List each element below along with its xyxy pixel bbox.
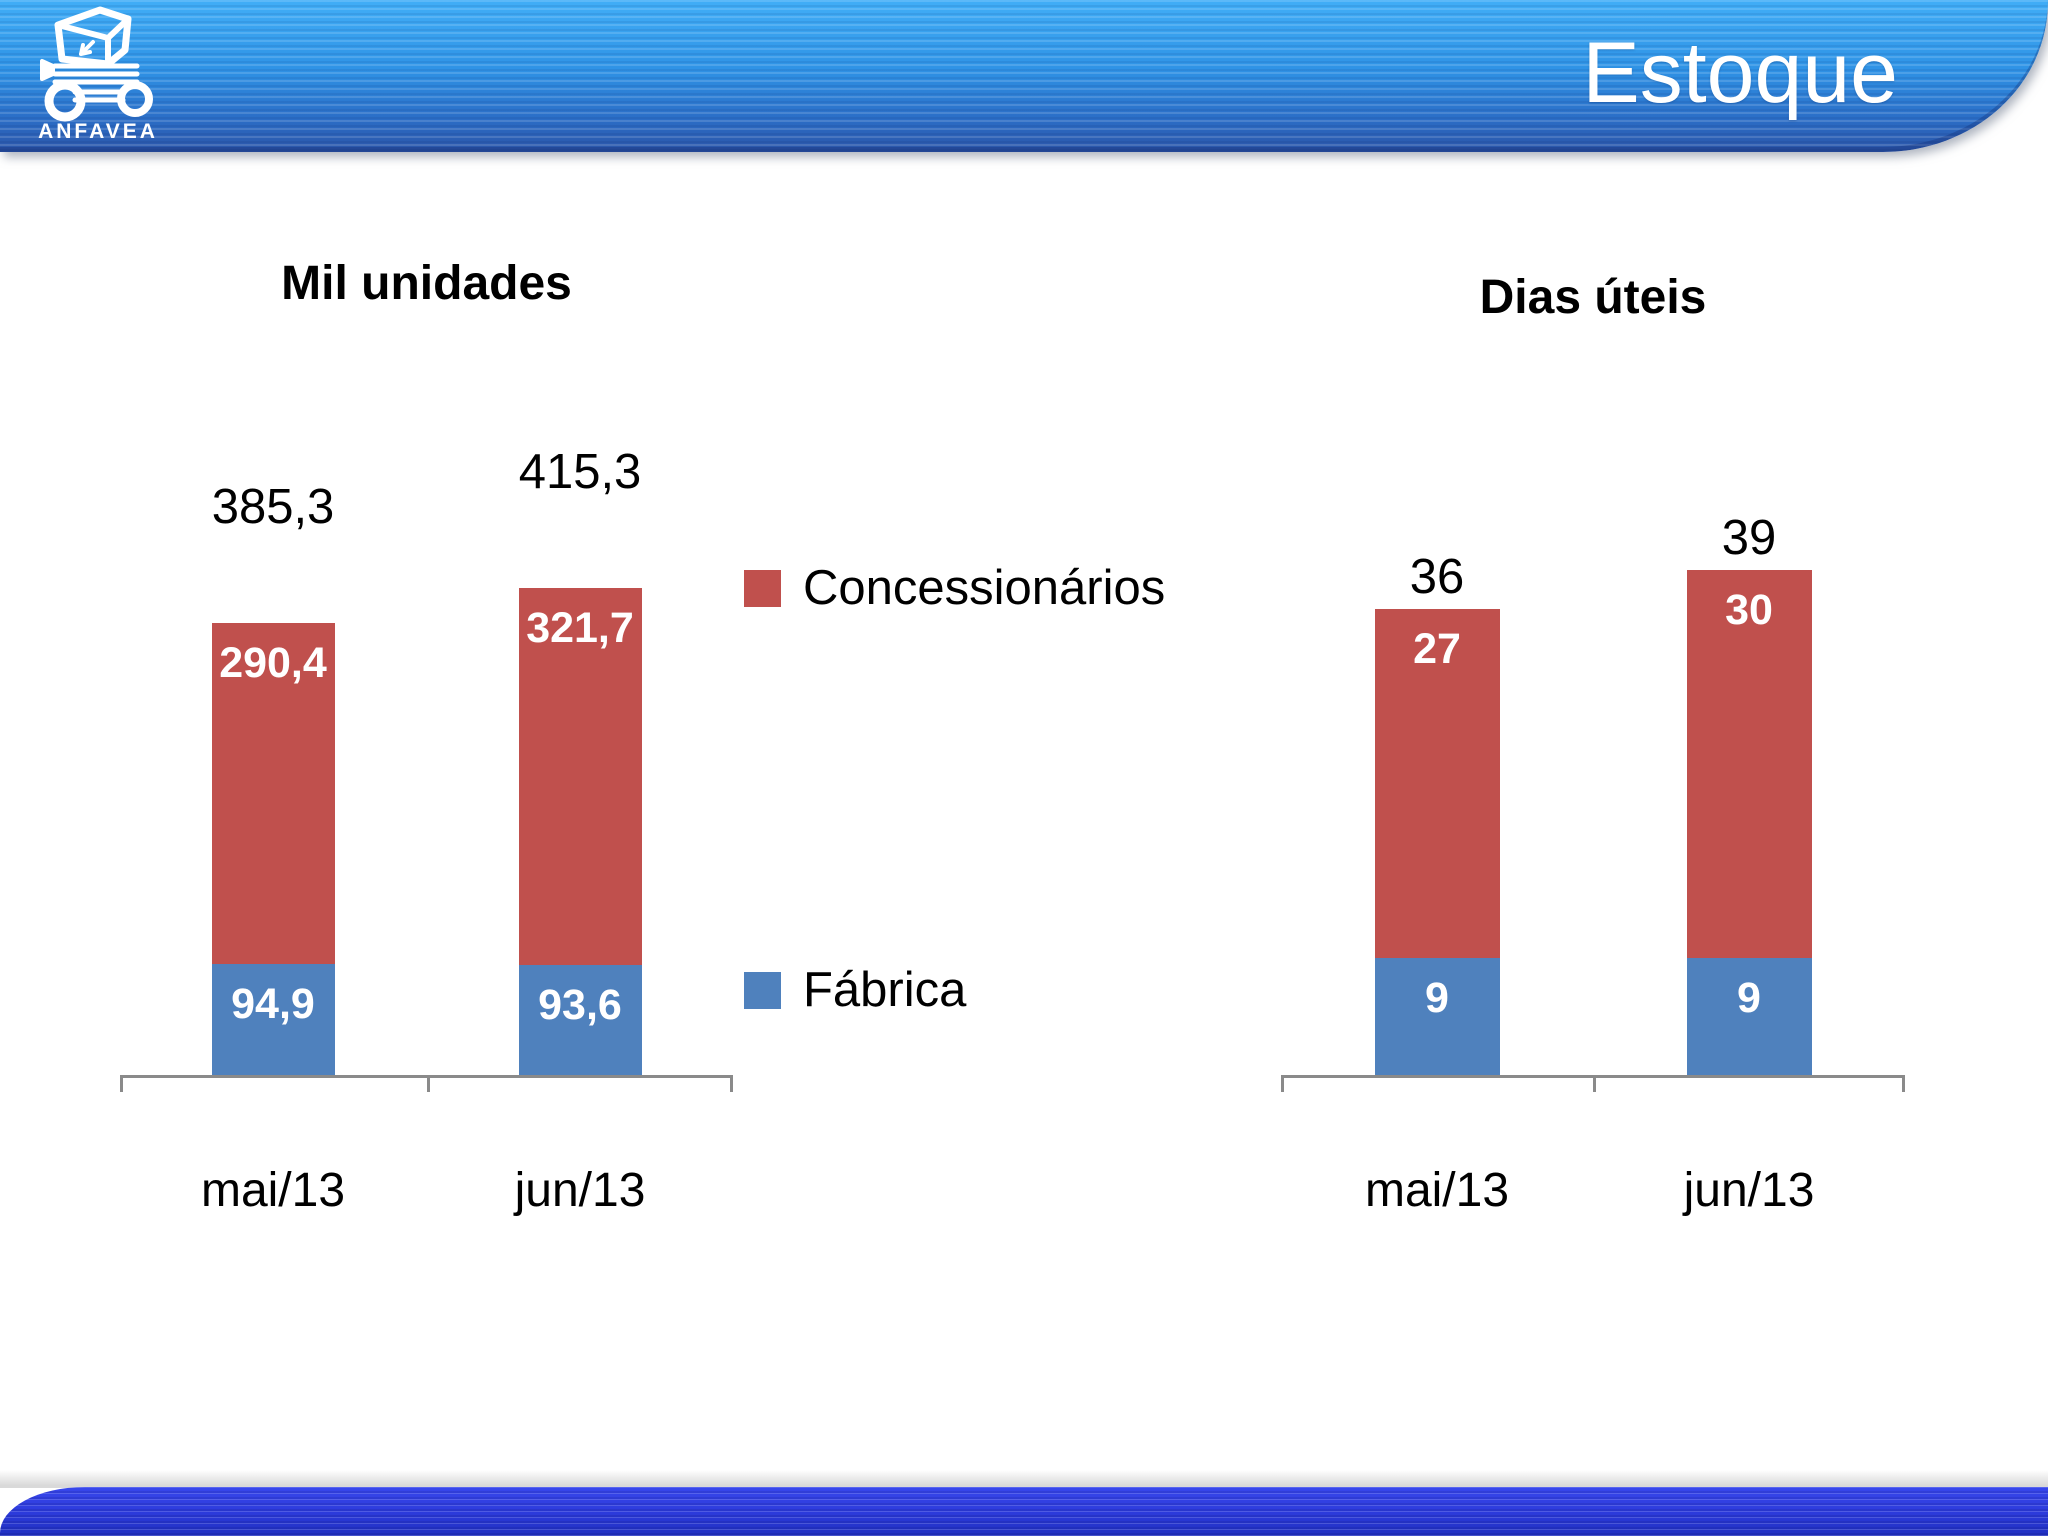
x-axis-category-label: jun/13 (514, 1164, 646, 1217)
legend-item-fabrica: Fábrica (744, 962, 966, 1018)
footer-bar (0, 1487, 2048, 1536)
bar-segment-concessionrios: 27 (1374, 608, 1500, 959)
x-axis-category-label: jun/13 (1683, 1164, 1815, 1217)
bar-segment-value: 321,7 (526, 603, 634, 652)
legend-label: Fábrica (803, 963, 967, 1017)
bar-segment-value: 9 (1737, 974, 1761, 1023)
chart-title: Dias úteis (1479, 271, 1707, 324)
bar-segment-value: 27 (1413, 624, 1461, 673)
bar-segment-fbrica: 9 (1686, 958, 1812, 1075)
x-axis-tick (120, 1075, 123, 1092)
x-axis-tick (730, 1075, 733, 1092)
bar-segment-value: 290,4 (219, 638, 327, 687)
footer-shadow (0, 1470, 2048, 1488)
chart-title: Mil unidades (281, 257, 572, 310)
bar-segment-concessionrios: 30 (1686, 569, 1812, 959)
bar-segment-value: 94,9 (231, 979, 315, 1028)
x-axis-tick (426, 1075, 430, 1092)
legend-label: Concessionários (803, 561, 1166, 615)
bar-total-label: 415,3 (518, 444, 642, 499)
x-axis-tick (1593, 1075, 1596, 1092)
bar-segment-fbrica: 93,6 (518, 965, 642, 1075)
bar-total-label: 39 (1721, 510, 1777, 565)
x-axis-category-label: mai/13 (200, 1164, 346, 1217)
bar-total-label: 385,3 (211, 479, 335, 534)
bar-segment-concessionrios: 321,7 (518, 587, 642, 966)
fabrica-swatch-icon (744, 971, 781, 1009)
logo-text: ANFAVEA (38, 120, 158, 143)
bar-segment-fbrica: 9 (1374, 958, 1500, 1075)
harvester-icon (40, 6, 153, 122)
x-axis-tick (1902, 1075, 1905, 1092)
bar-segment-value: 93,6 (538, 981, 622, 1030)
anfavea-logo: ANFAVEA (20, 4, 176, 150)
legend-item-concessionarios: Concessionários (744, 560, 1165, 616)
page-title: Estoque (1582, 25, 1898, 121)
header-bar: ANFAVEA Estoque (0, 0, 2048, 152)
bar-segment-value: 9 (1425, 974, 1449, 1023)
x-axis-category-label: mai/13 (1364, 1164, 1510, 1217)
concessionarios-swatch-icon (744, 569, 781, 607)
bar-total-label: 36 (1409, 549, 1465, 604)
bar-segment-fbrica: 94,9 (211, 963, 335, 1075)
bar-segment-concessionrios: 290,4 (211, 622, 335, 964)
x-axis-tick (1281, 1075, 1284, 1092)
bar-segment-value: 30 (1725, 585, 1773, 634)
